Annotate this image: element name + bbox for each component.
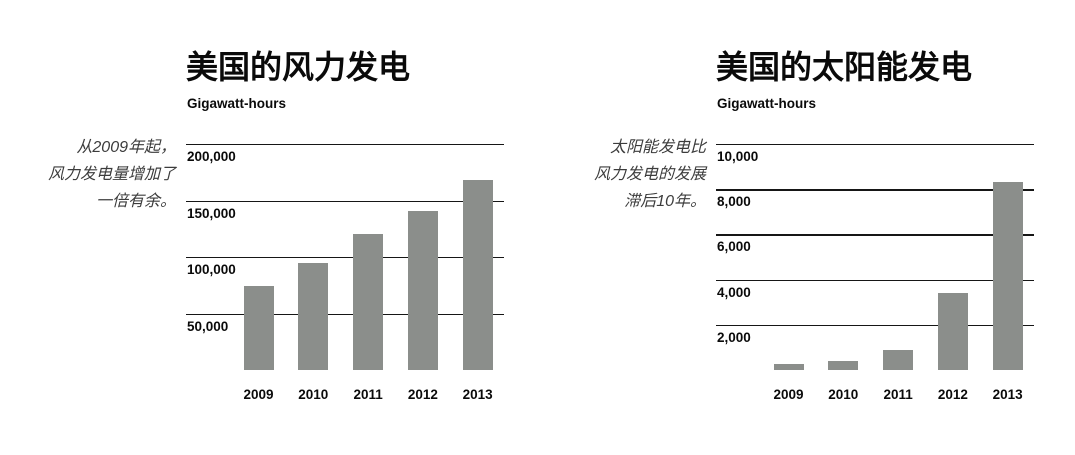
solar-chart: 太阳能发电比风力发电的发展滞后10年。 美国的太阳能发电 Gigawatt-ho… bbox=[594, 0, 1034, 455]
bar-2011 bbox=[353, 234, 384, 370]
y-axis-tick-label: 4,000 bbox=[717, 284, 751, 300]
bar-2012 bbox=[407, 210, 438, 370]
y-axis-tick-label: 10,000 bbox=[717, 149, 759, 164]
gridline bbox=[716, 144, 1034, 146]
gridline bbox=[716, 279, 1034, 281]
x-axis-year-label: 2011 bbox=[353, 387, 383, 402]
bar-2013 bbox=[992, 182, 1023, 370]
gridline bbox=[716, 189, 1034, 191]
gridline bbox=[186, 257, 504, 259]
annotation-line: 风力发电的发展 bbox=[593, 166, 706, 183]
bar-2011 bbox=[883, 349, 914, 370]
solar-chart-unit-label: Gigawatt-hours bbox=[717, 96, 817, 111]
y-axis-tick-label: 6,000 bbox=[717, 239, 751, 255]
x-axis-year-label: 2012 bbox=[937, 387, 968, 402]
gridline bbox=[716, 234, 1034, 236]
annotation-line: 从2009年起， bbox=[76, 139, 176, 156]
gridline bbox=[186, 200, 504, 202]
bar-2012 bbox=[937, 293, 968, 370]
gridline bbox=[186, 313, 504, 315]
x-axis-year-label: 2013 bbox=[992, 387, 1023, 402]
bar-2010 bbox=[298, 262, 329, 370]
wind-chart-unit-label: Gigawatt-hours bbox=[187, 96, 287, 111]
y-axis-tick-label: 50,000 bbox=[187, 318, 229, 334]
solar-annotation: 太阳能发电比风力发电的发展滞后10年。 bbox=[548, 134, 706, 215]
annotation-line: 太阳能发电比 bbox=[609, 139, 706, 156]
bar-2009 bbox=[243, 286, 274, 370]
x-axis-year-label: 2010 bbox=[828, 387, 859, 402]
y-axis-tick-label: 2,000 bbox=[717, 329, 751, 345]
bar-2013 bbox=[462, 180, 493, 370]
x-axis-year-label: 2011 bbox=[883, 387, 913, 402]
annotation-line: 一倍有余。 bbox=[95, 193, 176, 210]
wind-chart-plot: 50,000 100,000 150,000 200,000 2009 2010 2011 2… bbox=[186, 144, 504, 414]
gridline bbox=[716, 324, 1034, 327]
bar-2010 bbox=[828, 360, 859, 370]
wind-chart: 从2009年起， 风力发电量增加了一倍有余。 美国的风力发电 Gigawatt-h… bbox=[48, 0, 504, 455]
x-axis-year-label: 2012 bbox=[407, 387, 438, 402]
y-axis-tick-label: 200,000 bbox=[187, 149, 236, 164]
x-axis-year-label: 2010 bbox=[298, 387, 329, 402]
y-axis-tick-label: 150,000 bbox=[187, 205, 236, 221]
gridline bbox=[186, 144, 504, 146]
annotation-line: 风力发电量增加了 bbox=[47, 166, 176, 183]
solar-chart-plot: 2,000 4,000 6,000 8,000 10,000 2009 2010 2011 20… bbox=[716, 144, 1034, 414]
solar-chart-title: 美国的太阳能发电 bbox=[716, 49, 973, 85]
annotation-line: 滞后10年。 bbox=[624, 193, 706, 210]
y-axis-tick-label: 8,000 bbox=[717, 194, 751, 210]
wind-chart-title: 美国的风力发电 bbox=[186, 49, 411, 85]
x-axis-year-label: 2013 bbox=[462, 387, 493, 402]
x-axis-year-label: 2009 bbox=[773, 387, 804, 402]
x-axis-year-label: 2009 bbox=[243, 387, 274, 402]
bar-2009 bbox=[773, 364, 804, 370]
wind-annotation: 从2009年起， 风力发电量增加了一倍有余。 bbox=[18, 134, 176, 215]
y-axis-tick-label: 100,000 bbox=[187, 262, 236, 277]
